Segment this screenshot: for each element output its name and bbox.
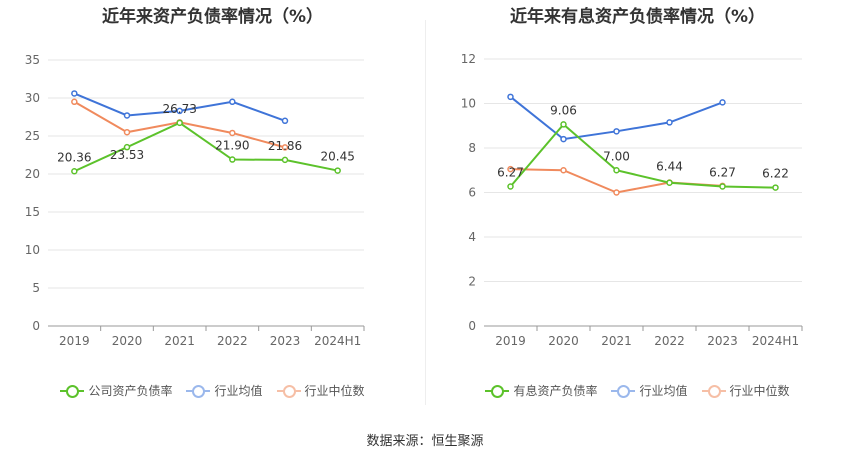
data-point-industry-avg[interactable] [666,119,673,126]
legend-marker-icon [60,384,85,398]
x-tick-label: 2021 [601,334,632,348]
legend-item-industry-avg[interactable]: 行业均值 [186,382,263,399]
y-tick-label: 5 [32,281,40,295]
legend-marker-icon [701,384,726,398]
data-label: 6.27 [497,165,524,179]
legend-marker-icon [611,384,636,398]
data-point-industry-median[interactable] [507,165,514,173]
data-point-industry-avg[interactable] [176,107,183,115]
data-label: 6.27 [709,165,736,179]
data-point-company[interactable] [281,156,289,164]
legend-label: 行业中位数 [729,384,790,398]
panel-divider [425,20,426,405]
y-tick-label: 25 [25,129,40,143]
data-point-company[interactable] [666,179,673,186]
legend-label: 行业中位数 [304,384,365,398]
legend-label: 公司资产负债率 [88,384,173,398]
x-tick-label: 2024H1 [314,334,361,348]
x-tick-label: 2019 [59,334,90,348]
y-tick-label: 30 [25,91,40,105]
legend-item-industry-avg[interactable]: 行业均值 [611,382,688,399]
data-point-industry-avg[interactable] [613,128,620,135]
data-point-company[interactable] [613,167,620,174]
y-tick-label: 10 [461,97,476,111]
data-point-industry-avg[interactable] [560,135,567,143]
data-point-company[interactable] [507,183,514,190]
data-label: 21.90 [215,139,249,153]
data-point-company[interactable] [71,168,78,175]
data-point-industry-avg[interactable] [281,117,289,125]
y-tick-label: 0 [468,319,476,333]
data-label: 20.36 [57,150,91,164]
y-tick-label: 10 [25,243,40,257]
legend-label: 行业均值 [639,384,688,398]
y-tick-label: 6 [468,186,476,200]
series-line-company [73,121,338,173]
data-point-industry-median[interactable] [229,129,236,137]
x-tick-label: 2023 [270,334,301,348]
y-tick-label: 12 [461,52,476,66]
legend-item-industry-median[interactable]: 行业中位数 [276,382,365,399]
data-point-industry-avg[interactable] [507,93,514,101]
data-point-company[interactable] [719,183,726,190]
y-tick-label: 15 [25,205,40,219]
data-point-company[interactable] [560,121,567,128]
data-label: 6.22 [762,167,789,181]
data-point-industry-avg[interactable] [719,99,726,106]
legend-item-industry-median[interactable]: 行业中位数 [701,382,790,399]
data-point-company[interactable] [176,119,183,127]
legend-marker-icon [186,384,211,398]
y-tick-label: 0 [32,319,40,333]
y-tick-label: 20 [25,167,40,181]
legend-marker-icon [276,384,301,398]
data-label: 21.86 [268,139,302,153]
series-line-company [509,123,776,189]
chart-title: 近年来资产负债率情况（%） [101,7,324,27]
data-label: 9.06 [550,103,577,117]
x-tick-label: 2023 [707,334,738,348]
x-tick-label: 2022 [217,334,248,348]
data-point-company[interactable] [772,184,779,191]
data-label: 6.44 [656,160,683,174]
data-label: 26.73 [162,102,196,116]
legend-label: 有息资产负债率 [513,384,598,398]
chart-legend: 有息资产负债率 行业均值 行业中位数 [425,382,850,399]
chart-plot-interest-debt-ratio: 0 2 4 6 8 10 12 2019 2020 2021 2022 2023 2024H1 6.27 9… [461,52,803,348]
data-point-industry-median[interactable] [123,128,131,136]
y-tick-label: 8 [468,141,476,155]
data-point-industry-median[interactable] [560,167,567,174]
x-tick-label: 2022 [654,334,685,348]
y-tick-label: 2 [468,275,476,289]
x-tick-label: 2020 [112,334,143,348]
data-point-industry-median[interactable] [613,189,620,196]
x-tick-label: 2024H1 [752,334,799,348]
data-point-industry-avg[interactable] [123,112,131,119]
data-label: 20.45 [320,150,354,164]
chart-panel-debt-ratio: 近年来资产负债率情况（%） 0 5 10 15 20 25 30 35 2019 2020 2021… [0,0,425,410]
y-tick-label: 4 [468,230,476,244]
legend-item-company[interactable]: 有息资产负债率 [485,382,597,399]
data-point-industry-avg[interactable] [229,98,236,106]
data-point-industry-avg[interactable] [71,90,78,97]
data-label: 7.00 [603,149,630,163]
x-tick-label: 2019 [495,334,526,348]
data-point-company[interactable] [123,143,131,151]
data-point-company[interactable] [334,167,341,174]
data-point-industry-median[interactable] [281,144,289,151]
chart-title: 近年来有息资产负债率情况（%） [509,7,766,27]
legend-label: 行业均值 [214,384,263,398]
chart-panel-interest-debt-ratio: 近年来有息资产负债率情况（%） 0 2 4 6 8 10 12 2019 2020 2021 202… [425,0,850,410]
data-point-industry-median[interactable] [71,98,78,106]
data-source-note: 数据来源：恒生聚源 [366,434,484,449]
x-tick-label: 2020 [548,334,579,348]
data-label: 23.53 [110,148,144,162]
legend-item-company[interactable]: 公司资产负债率 [60,382,172,399]
data-point-company[interactable] [229,156,236,163]
chart-plot-debt-ratio: 0 5 10 15 20 25 30 35 2019 2020 2021 2022 2023 2024H1… [25,53,365,348]
legend-marker-icon [485,384,510,398]
x-tick-label: 2021 [164,334,195,348]
chart-legend: 公司资产负债率 行业均值 行业中位数 [0,382,425,399]
y-tick-label: 35 [25,53,40,67]
